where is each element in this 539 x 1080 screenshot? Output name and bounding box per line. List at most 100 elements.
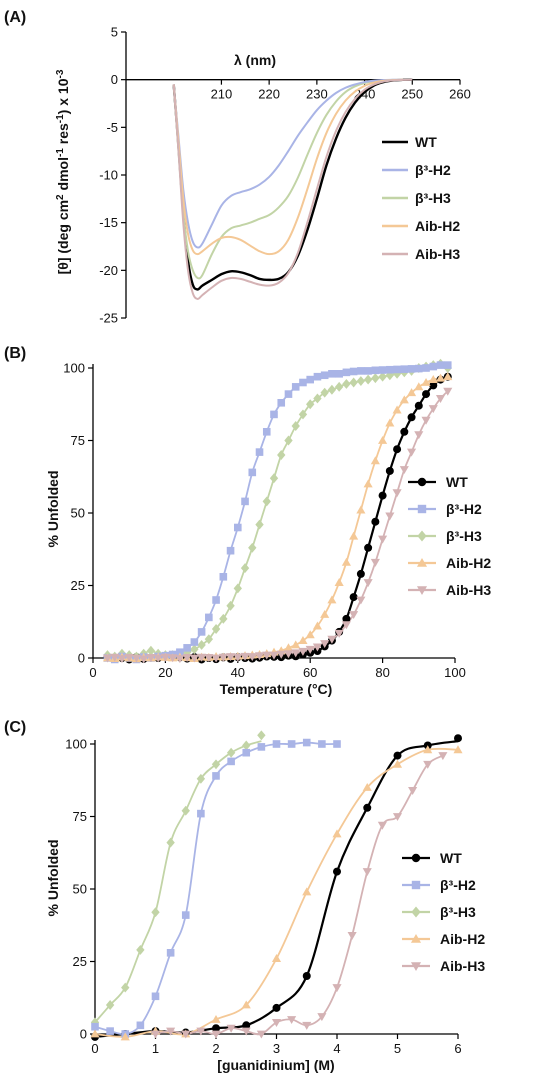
data-point <box>349 367 358 376</box>
data-point <box>407 388 417 397</box>
xtick-label: 0 <box>91 1041 98 1056</box>
data-point <box>176 648 184 656</box>
data-point <box>305 630 315 639</box>
data-point <box>363 374 373 385</box>
data-point <box>342 379 351 389</box>
data-point <box>356 596 366 605</box>
data-point <box>312 621 322 630</box>
ytick-label: 0 <box>80 1027 87 1042</box>
data-point <box>284 390 293 398</box>
data-point <box>363 579 373 588</box>
data-point <box>422 364 430 372</box>
data-point <box>377 821 387 830</box>
data-point <box>153 654 163 663</box>
panel-a: (A) λ (nm) [θ] (deg cm2 dmol-1 res-1) x … <box>4 9 471 326</box>
panel-a-xlabel: λ (nm) <box>234 52 276 68</box>
data-point <box>211 654 221 663</box>
data-point <box>328 370 336 378</box>
legend-marker <box>411 906 421 918</box>
data-point <box>204 654 214 662</box>
panel-c-label: (C) <box>4 719 26 736</box>
panel-a-ylabel-sup4: -3 <box>55 69 66 78</box>
data-point <box>197 653 207 662</box>
data-point <box>248 468 257 477</box>
data-point <box>334 381 344 392</box>
data-point <box>110 653 120 662</box>
data-point <box>399 395 409 404</box>
data-point <box>233 653 243 662</box>
data-point <box>291 383 300 391</box>
legend-marker <box>416 586 428 596</box>
data-point <box>240 563 250 574</box>
xtick-label: 20 <box>158 665 172 680</box>
legend-label: Aib-H2 <box>446 555 491 571</box>
ytick-label: 25 <box>73 954 87 969</box>
data-point <box>407 365 416 373</box>
data-point <box>327 384 337 395</box>
data-point <box>305 645 315 654</box>
xtick-label: 2 <box>212 1041 219 1056</box>
panel-a-legend-label: β³-H2 <box>415 162 451 178</box>
series-line <box>107 375 449 661</box>
panel-a-ylabel-part3: res <box>55 123 71 148</box>
panel-a-xtick-label: 210 <box>211 87 233 102</box>
data-point <box>414 401 423 410</box>
data-point <box>242 740 251 751</box>
data-point <box>190 638 199 646</box>
data-point <box>428 405 438 414</box>
ytick-label: 75 <box>73 809 87 824</box>
data-point <box>182 654 192 662</box>
xtick-label: 60 <box>303 665 317 680</box>
legend-marker <box>410 933 422 943</box>
data-point <box>302 887 312 896</box>
data-point <box>400 427 409 436</box>
data-point <box>333 867 341 876</box>
data-point <box>298 647 308 656</box>
panel-a-series-line <box>172 78 413 300</box>
data-point <box>105 1000 115 1010</box>
xtick-label: 6 <box>454 1041 461 1056</box>
data-point <box>415 364 423 373</box>
data-point <box>226 600 235 611</box>
panel-b-plot: 0 25 50 75 100 0 20 40 60 80 100 <box>63 358 466 680</box>
data-point <box>102 654 113 663</box>
data-point <box>385 512 395 521</box>
data-point <box>364 543 373 552</box>
data-point <box>435 373 446 382</box>
data-point <box>254 652 265 661</box>
panel-a-ylabel-part1: [θ] (deg cm <box>55 200 71 274</box>
data-point <box>136 944 145 955</box>
data-point <box>408 786 418 795</box>
legend-marker <box>410 962 422 972</box>
data-point <box>423 745 433 754</box>
xtick-label: 100 <box>444 665 466 680</box>
panel-a-xtick-label: 260 <box>449 87 471 102</box>
data-point <box>136 1021 145 1030</box>
panel-a-ytick-label: 5 <box>111 25 118 40</box>
data-point <box>385 466 394 475</box>
data-point <box>271 954 282 963</box>
data-point <box>327 635 337 644</box>
data-point <box>349 611 359 620</box>
data-point <box>269 473 279 484</box>
data-point <box>362 868 372 877</box>
data-point <box>205 613 213 622</box>
data-point <box>277 450 286 460</box>
data-point <box>438 752 448 761</box>
data-point <box>318 740 326 748</box>
data-point <box>428 375 438 384</box>
data-point <box>341 557 351 566</box>
data-point <box>166 949 175 957</box>
panel-a-label: (A) <box>4 9 26 26</box>
panel-c-ylabel: % Unfolded <box>45 840 61 917</box>
data-point <box>349 531 359 540</box>
data-point <box>320 371 329 380</box>
data-point <box>306 399 315 410</box>
data-point <box>241 1000 251 1009</box>
series-line <box>107 390 449 660</box>
data-point <box>320 387 329 398</box>
data-point <box>291 649 301 658</box>
data-point <box>313 372 322 381</box>
data-point <box>240 652 250 661</box>
